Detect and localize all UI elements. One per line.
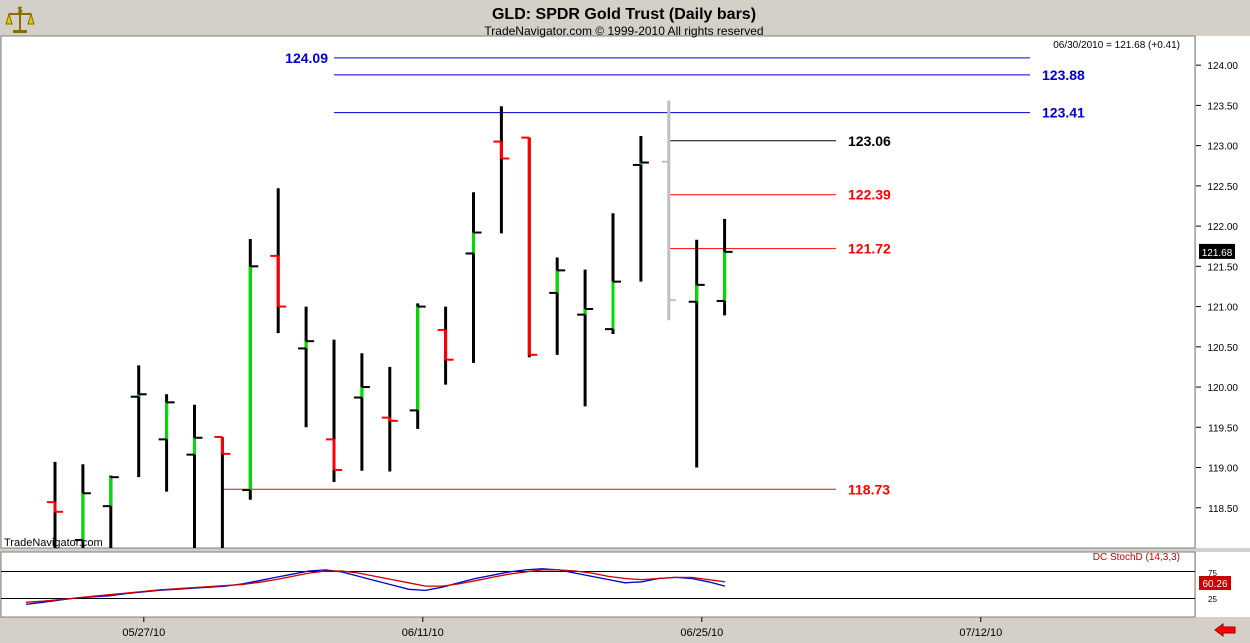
ohlc-bar [661, 100, 676, 321]
price-tick-label: 123.50 [1207, 101, 1238, 112]
indicator-label: DC StochD (14,3,3) [1093, 552, 1180, 563]
stoch-signal-line [25, 569, 726, 603]
date-axis: 05/27/10 06/11/10 06/25/10 07/12/10 [122, 617, 1002, 639]
price-badge-text: 121.68 [1202, 248, 1233, 259]
ohlc-bar [549, 257, 566, 355]
svg-text:$: $ [17, 5, 22, 15]
ohlc-bar [270, 188, 287, 334]
level-label: 123.41 [1042, 105, 1085, 121]
date-tick-label: 07/12/10 [959, 627, 1002, 639]
price-panel [0, 35, 1196, 549]
price-tick-label: 121.00 [1207, 303, 1238, 314]
level-label: 118.73 [848, 481, 890, 497]
ohlc-bar [521, 136, 538, 358]
level-label: 123.88 [1042, 67, 1085, 83]
ohlc-bar [353, 353, 370, 471]
price-tick-label: 120.50 [1207, 343, 1238, 354]
level-label: 122.39 [848, 187, 891, 203]
chart-title: GLD: SPDR Gold Trust (Daily bars) [492, 6, 756, 23]
ohlc-bar [632, 135, 649, 282]
ohlc-bar [298, 306, 315, 428]
price-tick-label: 119.00 [1208, 464, 1238, 475]
price-axis-panel [1196, 36, 1250, 548]
ohlc-bars [47, 100, 733, 548]
price-tick-label: 121.50 [1207, 262, 1238, 273]
price-tick-label: 122.00 [1207, 222, 1238, 233]
left-arrow-icon[interactable] [1212, 622, 1238, 638]
ohlc-bar [577, 269, 594, 407]
ohlc-bar [47, 461, 63, 548]
level-label: 124.09 [285, 50, 328, 66]
ohlc-bar [326, 339, 342, 483]
indicator-tick-75: 75 [1208, 569, 1217, 578]
indicator-panel [0, 551, 1196, 618]
ohlc-bar [214, 435, 231, 548]
date-tick-label: 05/27/10 [122, 627, 165, 639]
ohlc-bar [465, 192, 482, 363]
last-quote: 06/30/2010 = 121.68 (+0.41) [1053, 40, 1180, 51]
price-tick-label: 120.00 [1207, 383, 1238, 394]
ohlc-bar [716, 218, 733, 316]
ohlc-bar [186, 404, 203, 548]
price-tick-label: 122.50 [1207, 182, 1238, 193]
price-tick-label: 119.50 [1208, 423, 1238, 434]
indicator-value-badge [1199, 576, 1231, 590]
price-badge [1199, 243, 1235, 259]
scales-logo-icon[interactable]: $ [4, 4, 36, 36]
ohlc-bar [102, 475, 119, 548]
ohlc-bar [493, 106, 510, 234]
ohlc-bar [605, 213, 621, 334]
date-tick-label: 06/25/10 [680, 627, 723, 639]
ohlc-bar [74, 464, 91, 548]
price-tick-label: 118.50 [1208, 504, 1238, 515]
watermark: TradeNavigator.com [4, 537, 103, 549]
indicator-tick-25: 25 [1208, 595, 1217, 604]
ohlc-bar [158, 394, 175, 492]
level-label: 123.06 [848, 133, 891, 149]
indicator-value: 60.26 [1202, 579, 1227, 590]
ohlc-bar [381, 366, 398, 472]
ohlc-bar [409, 303, 426, 429]
ohlc-bar [130, 365, 147, 478]
ohlc-bar [688, 239, 705, 468]
date-tick-label: 06/11/10 [402, 627, 444, 639]
stochastic-lines [1, 568, 1195, 606]
level-label: 121.72 [848, 241, 891, 257]
price-tick-label: 124.00 [1207, 61, 1238, 72]
price-axis: 124.00 123.50 123.00 122.50 122.00 121.50 121.… [1196, 61, 1238, 515]
ohlc-bar [242, 238, 259, 500]
copyright-text: TradeNavigator.com © 1999-2010 All right… [484, 24, 763, 38]
price-tick-label: 123.00 [1207, 142, 1238, 153]
ohlc-bar [437, 306, 454, 385]
